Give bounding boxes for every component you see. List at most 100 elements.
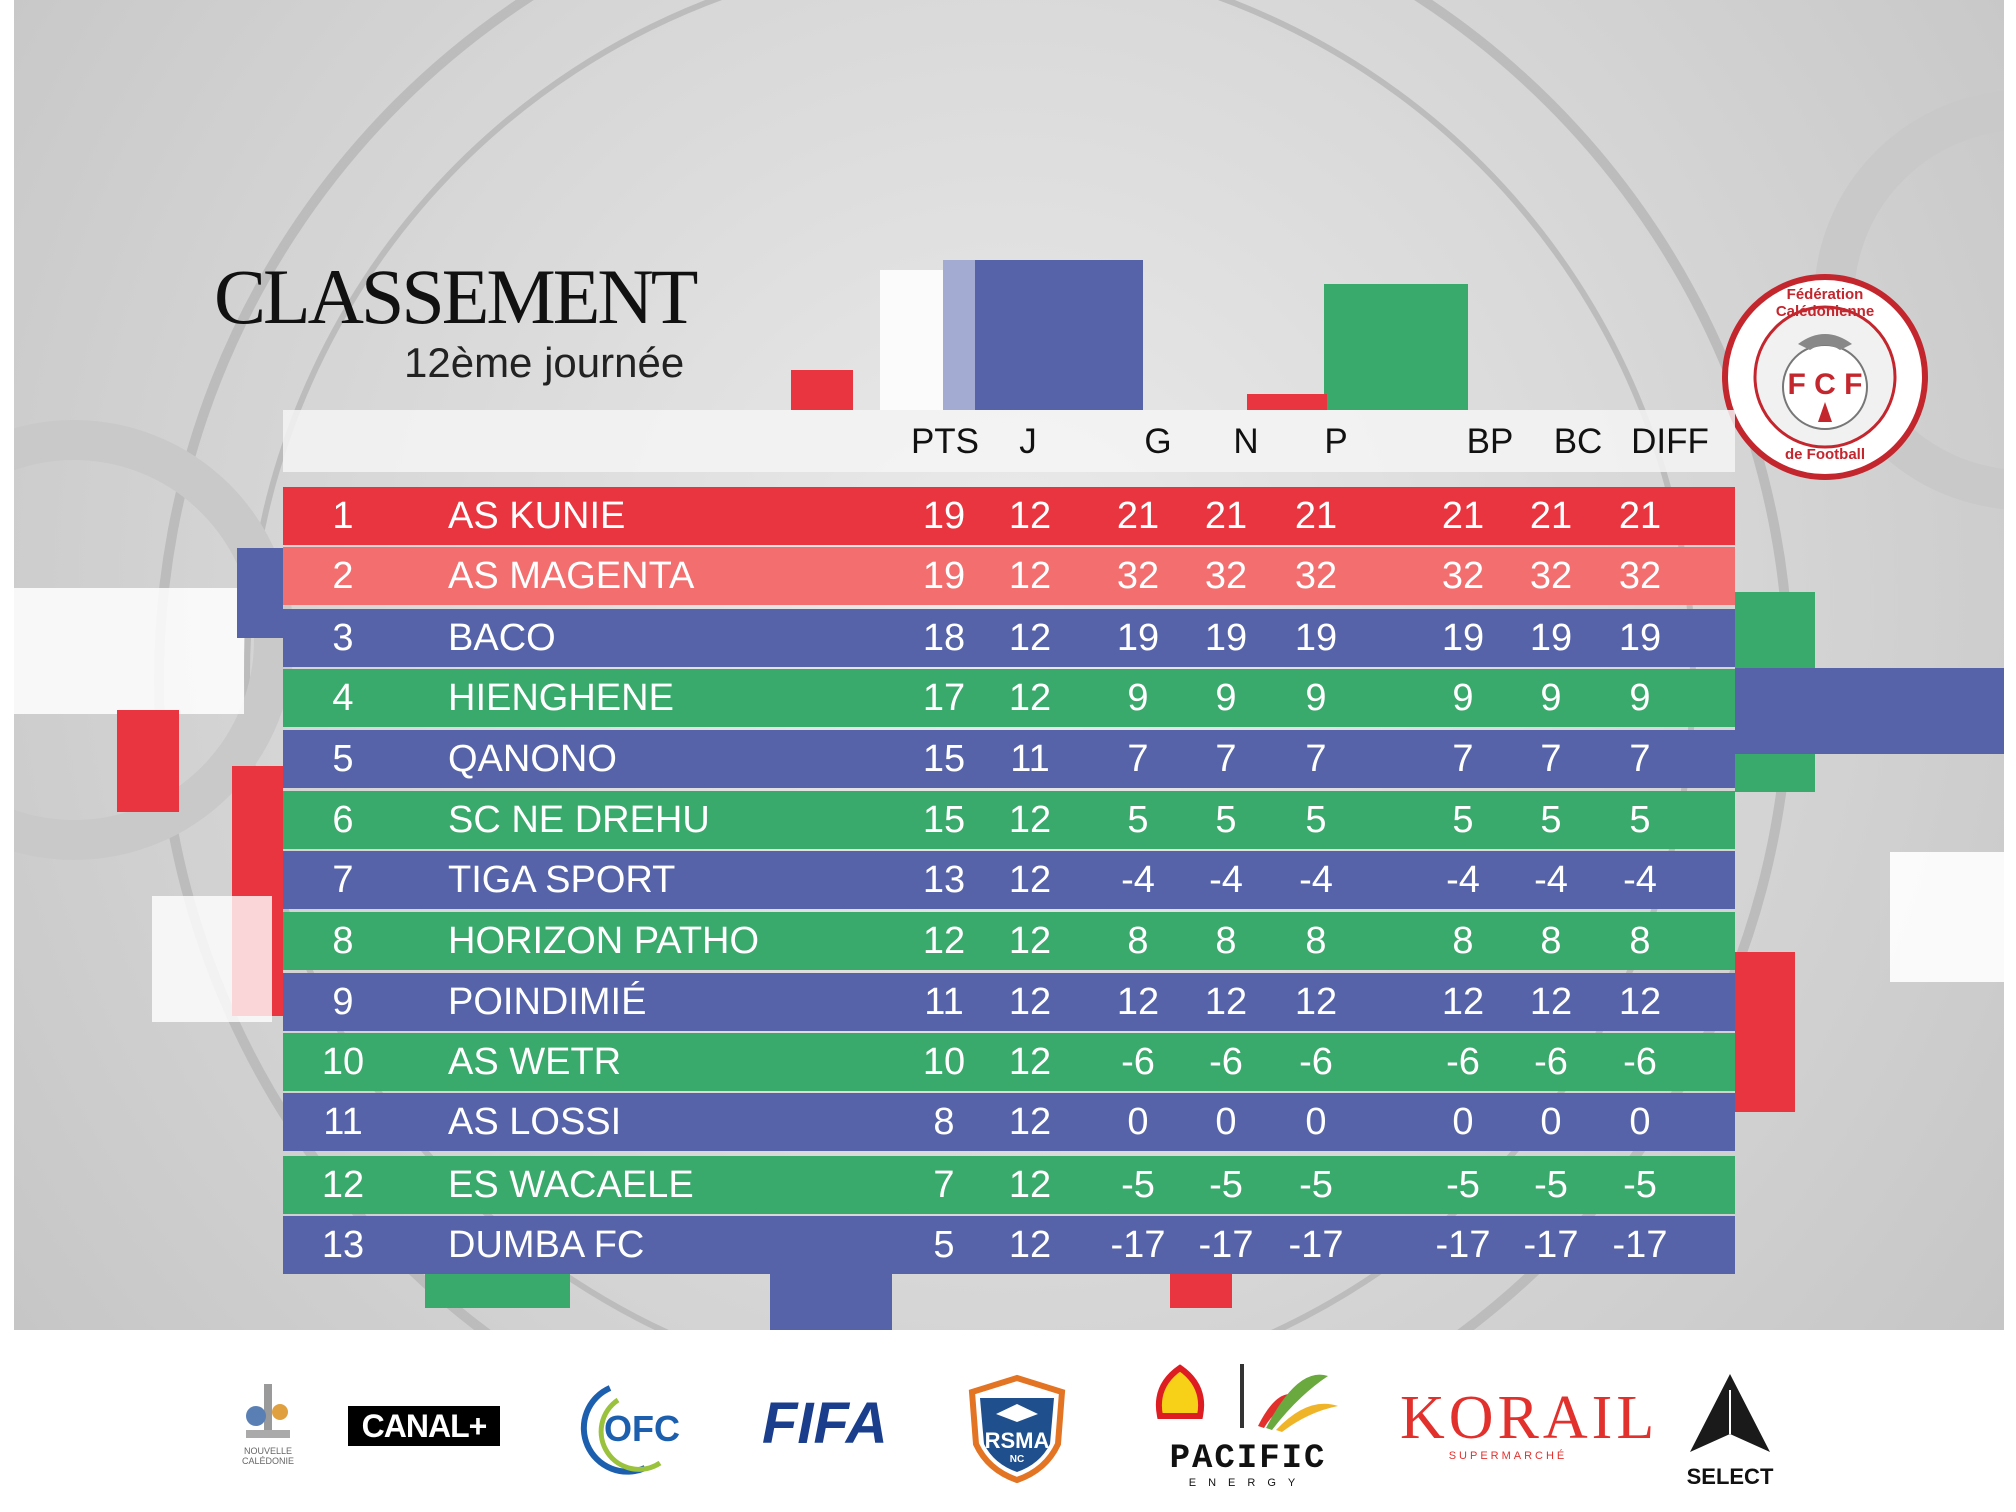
sponsor-bar: NOUVELLE CALÉDONIE CANAL+ OFC FIFA RSMA …	[0, 1330, 2016, 1512]
g-cell: -5	[1121, 1164, 1155, 1206]
bc-cell: 5	[1540, 799, 1562, 841]
bp-cell: 0	[1452, 1101, 1474, 1143]
p-cell: -6	[1299, 1041, 1333, 1083]
table-row: 7 TIGA SPORT 13 12 -4 -4 -4 -4 -4 -4	[283, 851, 1735, 909]
j-cell: 12	[1008, 555, 1052, 597]
team-name: SC NE DREHU	[448, 799, 710, 841]
diff-cell: -5	[1623, 1164, 1657, 1206]
pacific-sub-label: ENERGY	[1188, 1477, 1308, 1489]
diff-cell: 9	[1629, 677, 1651, 719]
col-header-j: J	[1019, 422, 1037, 461]
deco-block	[237, 548, 283, 638]
deco-block	[791, 370, 853, 410]
team-name: HIENGHENE	[448, 677, 674, 719]
sponsor-select: SELECT	[1680, 1370, 1780, 1490]
rsma-label: RSMA	[984, 1428, 1050, 1453]
sponsor-nouvelle-caledonie: NOUVELLE CALÉDONIE	[236, 1382, 300, 1472]
bp-cell: 9	[1452, 677, 1474, 719]
logo-ring-text-bottom: de Football	[1785, 446, 1865, 463]
table-row: 10 AS WETR 10 12 -6 -6 -6 -6 -6 -6	[283, 1033, 1735, 1091]
sponsor-ofc: OFC	[570, 1378, 700, 1478]
page-subtitle: 12ème journée	[404, 339, 685, 386]
bc-cell: -17	[1523, 1224, 1579, 1266]
logo-ring-text: Fédération Calédonienne	[1775, 286, 1875, 320]
col-header-bp: BP	[1466, 422, 1514, 461]
table-row: 12 ES WACAELE 7 12 -5 -5 -5 -5 -5 -5	[283, 1156, 1735, 1214]
federation-logo-icon	[1722, 274, 1928, 480]
sponsor-canal-plus: CANAL+	[348, 1406, 500, 1446]
deco-block	[1170, 1272, 1232, 1308]
g-cell: 12	[1116, 981, 1160, 1023]
diff-cell: 21	[1618, 495, 1662, 537]
logo-monogram: F C F	[1787, 368, 1863, 401]
j-cell: 11	[1010, 738, 1050, 780]
n-cell: -17	[1198, 1224, 1254, 1266]
sponsor-pacific-energy: PACIFIC ENERGY	[1148, 1356, 1348, 1496]
pts-cell: 10	[922, 1041, 966, 1083]
bc-cell: 9	[1540, 677, 1562, 719]
rank-cell: 1	[332, 495, 354, 537]
deco-block	[943, 260, 1143, 410]
rank-cell: 3	[332, 617, 354, 659]
n-cell: 12	[1204, 981, 1248, 1023]
table-header	[283, 410, 1735, 472]
n-cell: 7	[1215, 738, 1237, 780]
g-cell: 9	[1127, 677, 1149, 719]
sponsor-korail: KORAIL SUPERMARCHÉ	[1400, 1386, 1654, 1478]
rank-cell: 9	[332, 981, 354, 1023]
p-cell: 32	[1294, 555, 1338, 597]
col-header-n: N	[1233, 422, 1259, 461]
bp-cell: 12	[1441, 981, 1485, 1023]
j-cell: 12	[1008, 677, 1052, 719]
p-cell: -5	[1299, 1164, 1333, 1206]
deco-block	[117, 710, 179, 812]
rank-cell: 12	[321, 1164, 365, 1206]
deco-block	[1247, 394, 1327, 410]
g-cell: -17	[1110, 1224, 1166, 1266]
team-name: ES WACAELE	[448, 1164, 694, 1206]
bp-cell: 7	[1452, 738, 1474, 780]
j-cell: 12	[1008, 495, 1052, 537]
bc-cell: 21	[1529, 495, 1573, 537]
team-name: AS LOSSI	[448, 1101, 622, 1143]
g-cell: 7	[1127, 738, 1149, 780]
team-name: TIGA SPORT	[448, 859, 676, 901]
table-row: 8 HORIZON PATHO 12 12 8 8 8 8 8 8	[283, 912, 1735, 970]
col-header-bc: BC	[1553, 422, 1603, 461]
bp-cell: 8	[1452, 920, 1474, 962]
deco-block	[1735, 668, 2004, 754]
col-header-diff: DIFF	[1631, 422, 1709, 461]
j-cell: 12	[1008, 920, 1052, 962]
team-name: HORIZON PATHO	[448, 920, 760, 962]
p-cell: 19	[1294, 617, 1338, 659]
page-title: CLASSEMENT	[214, 253, 698, 340]
g-cell: 32	[1116, 555, 1160, 597]
bc-cell: 12	[1529, 981, 1573, 1023]
j-cell: 12	[1008, 1101, 1052, 1143]
bp-cell: -5	[1446, 1164, 1480, 1206]
sponsor-fifa: FIFA	[762, 1391, 888, 1456]
diff-cell: 7	[1629, 738, 1651, 780]
p-cell: 12	[1294, 981, 1338, 1023]
table-row: 11 AS LOSSI 8 12 0 0 0 0 0 0	[283, 1093, 1735, 1151]
deco-block	[770, 1272, 892, 1338]
deco-block	[1324, 284, 1468, 410]
j-cell: 12	[1008, 1041, 1052, 1083]
table-row: 5 QANONO 15 11 7 7 7 7 7 7	[283, 730, 1735, 788]
korail-sub-label: SUPERMARCHÉ	[1448, 1450, 1568, 1462]
bc-cell: -5	[1534, 1164, 1568, 1206]
col-header-p: P	[1324, 422, 1348, 461]
team-name: QANONO	[448, 738, 617, 780]
table-row: 4 HIENGHENE 17 12 9 9 9 9 9 9	[283, 669, 1735, 727]
federation-logo: Fédération Calédonienne F C F de Footbal…	[1720, 272, 1930, 482]
bc-cell: 7	[1540, 738, 1562, 780]
bp-cell: 19	[1441, 617, 1485, 659]
diff-cell: 5	[1629, 799, 1651, 841]
rsma-shield-icon	[968, 1374, 1066, 1484]
team-name: POINDIMIÉ	[448, 981, 647, 1023]
rank-cell: 7	[332, 859, 354, 901]
select-label: SELECT	[1686, 1464, 1774, 1489]
diff-cell: -4	[1623, 859, 1657, 901]
rank-cell: 4	[332, 677, 354, 719]
